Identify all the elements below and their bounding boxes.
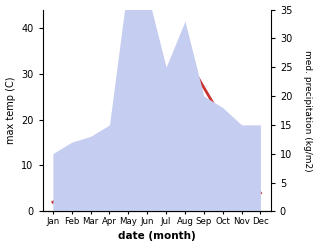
Y-axis label: med. precipitation (kg/m2): med. precipitation (kg/m2) (303, 50, 313, 171)
X-axis label: date (month): date (month) (118, 231, 196, 242)
Y-axis label: max temp (C): max temp (C) (5, 77, 16, 144)
